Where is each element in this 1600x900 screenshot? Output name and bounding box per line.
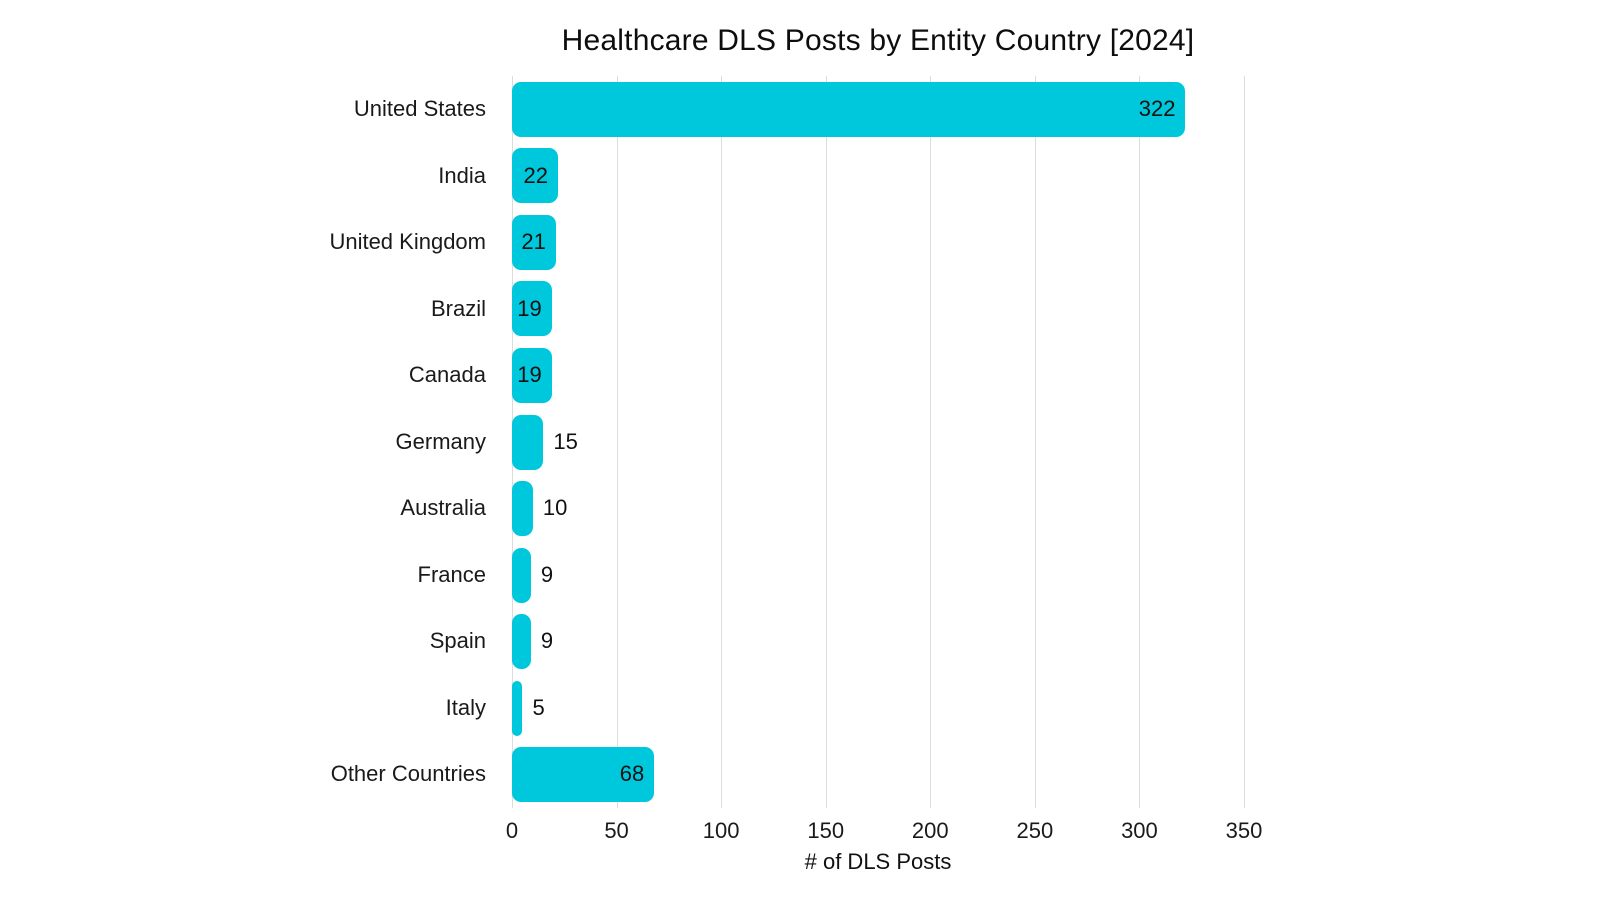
x-tick-label-350: 350 xyxy=(1225,818,1263,843)
value-label: 19 xyxy=(517,362,542,388)
value-label: 5 xyxy=(532,694,545,720)
category-label: Canada xyxy=(408,362,486,388)
gridline-x-50 xyxy=(616,76,618,808)
bar xyxy=(512,481,533,537)
value-label: 68 xyxy=(619,761,645,787)
category-label: United States xyxy=(353,96,486,121)
category-label: Australia xyxy=(400,495,486,521)
bar xyxy=(512,148,558,204)
value-label: 9 xyxy=(540,628,554,654)
category-label: Italy xyxy=(445,694,486,720)
gridline-x-250 xyxy=(1034,76,1036,808)
gridline-x-150 xyxy=(825,76,827,808)
x-tick-label-0: 0 xyxy=(505,818,519,843)
value-label: 21 xyxy=(521,229,546,255)
category-label: Germany xyxy=(395,428,486,454)
gridline-x-350 xyxy=(1244,76,1245,808)
chart-title: Healthcare DLS Posts by Entity Country [… xyxy=(561,24,1195,57)
value-label: 15 xyxy=(553,428,578,454)
x-tick-label-200: 200 xyxy=(911,818,949,843)
bar xyxy=(512,81,1186,137)
value-label: 9 xyxy=(540,561,554,587)
gridline-x-100 xyxy=(721,76,723,808)
x-axis-title: # of DLS Posts xyxy=(804,849,952,874)
bar xyxy=(512,347,552,403)
category-label: Other Countries xyxy=(330,761,486,787)
x-tick-label-250: 250 xyxy=(1016,818,1054,843)
category-label: France xyxy=(417,561,486,587)
bar xyxy=(512,680,523,736)
bar xyxy=(512,747,655,803)
x-tick-label-150: 150 xyxy=(807,818,845,843)
x-tick-label-300: 300 xyxy=(1121,818,1158,843)
value-label: 10 xyxy=(542,495,568,521)
category-label: India xyxy=(438,162,486,188)
category-label: Spain xyxy=(429,628,486,654)
value-label: 22 xyxy=(523,162,548,188)
category-label: United Kingdom xyxy=(329,229,486,255)
gridline-x-300 xyxy=(1139,76,1141,808)
x-tick-label-50: 50 xyxy=(604,818,629,843)
x-tick-label-100: 100 xyxy=(702,818,740,843)
bar xyxy=(512,414,544,470)
bar xyxy=(512,547,531,603)
gridline-x-200 xyxy=(930,76,932,808)
value-label: 19 xyxy=(517,295,542,321)
bar xyxy=(512,214,556,270)
category-label: Brazil xyxy=(430,295,486,321)
bar xyxy=(512,614,531,670)
bar xyxy=(512,281,552,337)
value-label: 322 xyxy=(1138,96,1176,121)
